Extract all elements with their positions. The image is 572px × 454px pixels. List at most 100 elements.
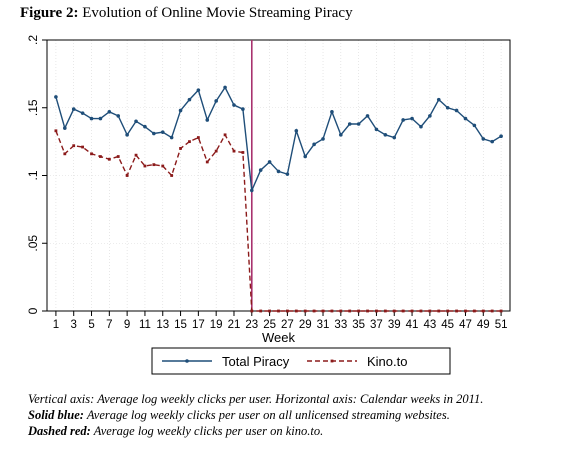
data-point-total-piracy — [445, 105, 450, 110]
series-layer — [54, 85, 503, 313]
series-line-kino-to — [55, 130, 502, 312]
data-point-kino-to — [437, 309, 441, 313]
legend: Total Piracy Kino.to — [151, 347, 451, 375]
data-point-kino-to — [383, 309, 387, 313]
data-point-kino-to — [464, 309, 467, 313]
x-tick-label: 13 — [156, 319, 169, 331]
data-point-kino-to — [375, 309, 378, 313]
data-point-total-piracy — [241, 107, 245, 111]
legend-marker — [330, 359, 334, 363]
data-point-total-piracy — [143, 124, 147, 129]
x-tick-label: 31 — [317, 319, 330, 331]
x-tick-label: 17 — [192, 319, 205, 331]
data-point-total-piracy — [276, 169, 281, 174]
data-point-kino-to — [455, 309, 458, 313]
x-tick-label: 23 — [245, 319, 258, 331]
data-point-kino-to — [286, 309, 289, 313]
data-point-kino-to — [188, 140, 191, 144]
data-point-kino-to — [179, 147, 182, 150]
data-point-kino-to — [490, 309, 494, 313]
data-point-kino-to — [446, 309, 450, 313]
data-point-kino-to — [223, 133, 227, 137]
y-tick-label: .15 — [26, 99, 40, 116]
data-point-kino-to — [330, 309, 334, 313]
data-point-kino-to — [196, 136, 200, 139]
data-point-kino-to — [410, 309, 414, 313]
data-point-kino-to — [366, 309, 369, 313]
x-tick-label: 25 — [263, 319, 276, 331]
data-point-kino-to — [303, 309, 307, 313]
data-point-total-piracy — [196, 88, 201, 92]
data-point-total-piracy — [249, 188, 254, 193]
data-point-kino-to — [99, 155, 102, 158]
data-point-total-piracy — [365, 114, 370, 118]
data-point-kino-to — [81, 145, 85, 149]
data-point-total-piracy — [116, 114, 121, 118]
data-point-kino-to — [125, 174, 129, 177]
line-chart: 0.05.1.15.2 1 3 5 7 9 11 13 15 17 19 21 23 25 27 29 31 3… — [26, 35, 511, 375]
data-point-kino-to — [321, 309, 325, 313]
data-point-kino-to — [143, 164, 147, 168]
figure-label: Figure 2: — [20, 5, 79, 21]
data-point-kino-to — [116, 155, 120, 158]
x-tick-label: 27 — [281, 319, 294, 331]
data-point-kino-to — [90, 152, 93, 156]
data-point-total-piracy — [490, 139, 494, 144]
caption-solid-label: Solid blue: — [28, 408, 84, 422]
x-tick-label: 43 — [423, 319, 436, 331]
x-tick-label: 39 — [388, 319, 401, 331]
data-point-total-piracy — [410, 116, 414, 121]
x-tick-label: 15 — [174, 319, 187, 331]
series-line-total-piracy — [55, 86, 502, 194]
data-point-kino-to — [161, 164, 165, 168]
data-point-total-piracy — [152, 131, 156, 136]
data-point-kino-to — [499, 309, 503, 313]
caption-dashed-label: Dashed red: — [28, 424, 91, 438]
data-point-total-piracy — [303, 154, 308, 159]
data-point-kino-to — [63, 152, 67, 156]
data-point-total-piracy — [214, 99, 218, 103]
data-point-kino-to — [205, 160, 209, 164]
data-point-total-piracy — [383, 133, 388, 137]
data-point-kino-to — [348, 309, 352, 313]
data-point-kino-to — [339, 309, 343, 313]
y-tick-label: 0 — [26, 307, 40, 314]
data-point-total-piracy — [463, 116, 468, 121]
x-tick-label: 45 — [441, 319, 454, 331]
caption-dashed-text: Average log weekly clicks per user on ki… — [93, 424, 324, 438]
y-tick-label: .2 — [26, 35, 40, 45]
data-point-total-piracy — [472, 123, 477, 128]
caption-solid-text: Average log weekly clicks per user on al… — [86, 408, 450, 422]
data-point-total-piracy — [71, 107, 76, 111]
data-point-kino-to — [259, 309, 263, 313]
x-tick-label: 29 — [299, 319, 312, 331]
data-point-total-piracy — [339, 133, 343, 137]
x-tick-label: 37 — [370, 319, 383, 331]
data-point-total-piracy — [98, 116, 103, 121]
data-point-total-piracy — [89, 116, 94, 121]
x-axis: 1 3 5 7 9 11 13 15 17 19 21 23 25 27 29 31 33 35 37 39 41 43 4… — [53, 311, 507, 331]
data-point-total-piracy — [294, 128, 299, 133]
figure-title-text: Evolution of Online Movie Streaming Pira… — [82, 5, 353, 21]
y-axis: 0 .05 .1 .15 .2 — [26, 35, 47, 314]
x-tick-label: 49 — [477, 319, 490, 331]
data-point-total-piracy — [321, 137, 325, 141]
x-tick-label: 3 — [71, 319, 77, 331]
data-point-total-piracy — [63, 126, 67, 130]
data-point-total-piracy — [107, 110, 112, 114]
data-point-total-piracy — [374, 127, 379, 132]
data-point-kino-to — [72, 144, 76, 148]
data-point-kino-to — [54, 129, 58, 133]
x-tick-label: 9 — [124, 319, 130, 331]
data-point-total-piracy — [419, 124, 423, 129]
data-point-kino-to — [428, 309, 432, 313]
data-point-kino-to — [268, 309, 271, 313]
x-tick-label: 33 — [334, 319, 347, 331]
data-point-total-piracy — [401, 118, 405, 122]
data-point-total-piracy — [80, 111, 85, 115]
data-point-total-piracy — [160, 130, 165, 134]
x-tick-label: 19 — [210, 319, 223, 331]
data-point-kino-to — [214, 149, 218, 153]
x-tick-label: 5 — [88, 319, 94, 331]
data-point-total-piracy — [54, 95, 58, 99]
